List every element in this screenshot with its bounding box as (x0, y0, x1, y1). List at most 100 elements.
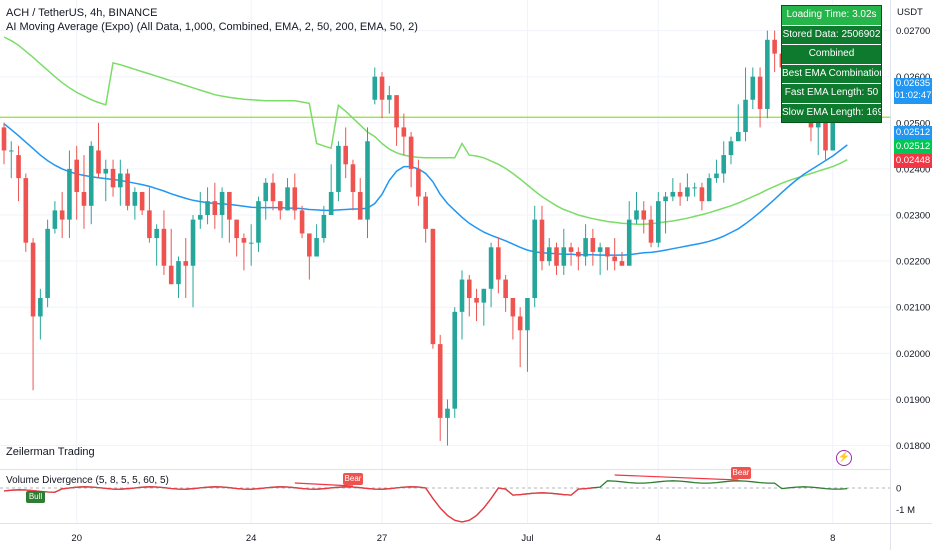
candle (132, 187, 138, 220)
candle-body (285, 187, 290, 211)
candle-body (401, 127, 407, 137)
candle (626, 201, 632, 266)
candle (270, 173, 276, 211)
y-tick-label: 0.02500 (896, 118, 930, 129)
osc-red-line (3, 486, 593, 523)
candle (445, 399, 450, 446)
candle (466, 274, 472, 317)
candle (343, 127, 348, 179)
candle-body (67, 168, 72, 220)
last-price-label: 0.02635 (895, 78, 931, 89)
candle (241, 233, 247, 271)
candle-body (532, 219, 538, 299)
candle-body (685, 187, 690, 197)
candle-body (132, 191, 138, 206)
candle-body (183, 261, 189, 266)
candle (161, 210, 167, 275)
candle-body (103, 168, 109, 174)
candle (401, 113, 407, 156)
osc-minus-label: -1 M (896, 505, 915, 516)
candle-body (52, 210, 58, 229)
currency-label[interactable]: USDT (897, 7, 923, 18)
y-axis: 0.02700 0.02600 0.02500 0.02400 0.02300 0.022… (896, 26, 930, 452)
y-tick-label: 0.02100 (896, 303, 930, 314)
volume-divergence-pane: 0 -1 M (0, 474, 915, 523)
candle-body (270, 182, 276, 202)
candle-body (576, 251, 581, 257)
hline-price-box: 0.02512 (894, 140, 932, 154)
candle-body (503, 279, 508, 299)
candle-body (176, 261, 181, 285)
stored-data-row: Stored Data: 2506902 (782, 26, 881, 45)
candle (510, 298, 516, 340)
candle (263, 178, 269, 220)
candle-body (328, 191, 334, 216)
candle (546, 238, 552, 266)
candle-body (357, 191, 363, 220)
candle-body (714, 173, 719, 179)
candle-body (81, 191, 87, 206)
lightning-icon[interactable]: ⚡ (836, 450, 852, 466)
candle-body (561, 247, 567, 266)
candle-body (219, 191, 225, 216)
candle (205, 187, 210, 225)
candle-body (256, 201, 261, 243)
candle (641, 201, 647, 234)
chart-grid (0, 0, 890, 523)
candle (699, 182, 705, 211)
candle-body (1, 127, 7, 151)
candle (357, 178, 363, 220)
candle-body (263, 182, 269, 202)
candle (721, 141, 727, 183)
oscillator-title[interactable]: Volume Divergence (5, 8, 5, 5, 60, 5) (6, 475, 169, 486)
candle (168, 228, 174, 285)
indicator-title[interactable]: AI Moving Average (Expo) (All Data, 1,00… (6, 21, 418, 33)
candle (503, 274, 508, 312)
candle (307, 233, 312, 280)
candle-body (292, 187, 298, 211)
candle (8, 141, 14, 179)
bear-badge-1: Bear (343, 473, 363, 485)
candle (81, 155, 87, 229)
candle (743, 67, 748, 142)
candle-body (227, 191, 232, 220)
candle-body (59, 210, 65, 220)
symbol-title[interactable]: ACH / TetherUS, 4h, BINANCE (6, 7, 158, 19)
candle-body (546, 247, 552, 262)
candle (474, 288, 479, 322)
bear-badge-2: Bear (731, 467, 751, 479)
candle-body (365, 141, 370, 220)
candle (728, 136, 734, 165)
candle (481, 288, 487, 326)
candle-body (16, 155, 21, 179)
candle-body (118, 173, 123, 188)
candle-body (677, 191, 683, 197)
candle-body (699, 187, 705, 202)
candle-body (241, 238, 247, 243)
candle (256, 196, 261, 252)
candle-body (765, 39, 770, 109)
slow-ema-series (3, 36, 848, 225)
candle-body (423, 196, 428, 229)
last-price-box: 0.02635 01:02:47 (894, 78, 932, 104)
candle-body (539, 219, 545, 262)
candle (379, 72, 385, 119)
candle (539, 205, 545, 271)
candle-body (445, 408, 450, 418)
candle-body (605, 247, 610, 257)
bull-badge: Bull (26, 491, 45, 503)
candle-body (336, 145, 341, 192)
candle-body (721, 155, 727, 174)
candle-body (205, 201, 210, 216)
candle (176, 256, 181, 299)
candle (74, 145, 79, 220)
candle (408, 132, 414, 188)
candle-body (437, 344, 443, 418)
candle (23, 173, 29, 252)
x-tick-label: 8 (830, 533, 835, 544)
candle (583, 224, 588, 266)
y-tick-label: 0.01900 (896, 395, 930, 406)
candle (706, 173, 712, 202)
candle (52, 201, 58, 234)
y-tick-label: 0.02700 (896, 26, 930, 37)
